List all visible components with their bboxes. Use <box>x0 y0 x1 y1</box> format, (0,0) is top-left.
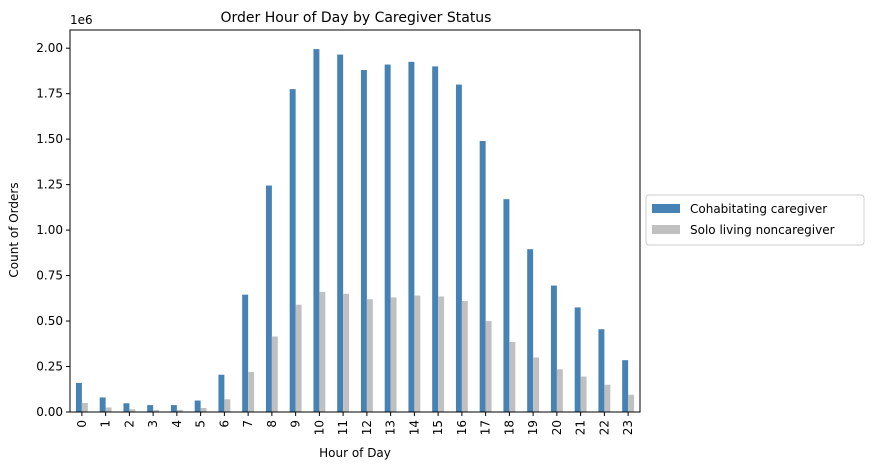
bar-cohabitating-15 <box>432 66 439 412</box>
x-axis: 0 1 2 3 4 5 6 7 8 9 10 11 12 13 14 15 16 17 18 19 20 21 22 23 <box>75 412 635 435</box>
x-tick-label: 23 <box>621 420 635 435</box>
x-axis-label: Hour of Day <box>319 446 391 460</box>
bar-cohabitating-21 <box>574 307 581 412</box>
y-tick-label: 1.25 <box>36 178 63 192</box>
x-tick-label: 7 <box>241 420 255 428</box>
legend: Cohabitating caregiver Solo living noncar… <box>645 194 865 246</box>
bar-solo-6 <box>224 399 231 412</box>
y-tick-label: 0.75 <box>36 269 63 283</box>
plot-frame <box>69 29 641 413</box>
bar-solo-12 <box>366 299 373 412</box>
x-tick-label: 4 <box>170 420 184 428</box>
bar-cohabitating-14 <box>408 61 415 412</box>
x-tick-label: 13 <box>384 420 398 435</box>
bar-cohabitating-2 <box>123 403 130 412</box>
bar-solo-19 <box>533 357 540 412</box>
bar-cohabitating-5 <box>194 400 201 412</box>
x-tick-label: 12 <box>360 420 374 435</box>
bar-cohabitating-4 <box>170 405 177 412</box>
x-tick-label: 6 <box>217 420 231 428</box>
bar-cohabitating-19 <box>527 249 534 412</box>
y-axis-label: Count of Orders <box>7 182 21 277</box>
x-tick-label: 2 <box>122 420 136 428</box>
bars-group <box>75 49 635 413</box>
bar-solo-8 <box>271 336 278 412</box>
y-tick-label: 0.50 <box>36 314 63 328</box>
legend-box <box>645 194 865 246</box>
x-tick-label: 1 <box>99 420 113 428</box>
y-tick-label: 0.25 <box>36 360 63 374</box>
y-offset-text: 1e6 <box>70 13 93 27</box>
x-tick-label: 21 <box>574 420 588 435</box>
bar-cohabitating-7 <box>242 294 249 412</box>
bar-solo-5 <box>200 408 207 412</box>
bar-solo-16 <box>461 301 468 412</box>
bar-solo-11 <box>343 293 350 412</box>
x-tick-label: 18 <box>502 420 516 435</box>
x-tick-label: 14 <box>407 420 421 435</box>
chart-title: Order Hour of Day by Caregiver Status <box>221 10 492 26</box>
bar-solo-0 <box>81 402 88 412</box>
bar-cohabitating-0 <box>75 382 82 412</box>
y-tick-label: 0.00 <box>36 405 63 419</box>
x-tick-label: 10 <box>312 420 326 435</box>
x-tick-label: 16 <box>455 420 469 435</box>
bar-solo-17 <box>485 321 492 412</box>
bar-solo-20 <box>556 369 563 412</box>
bar-cohabitating-6 <box>218 374 225 412</box>
x-tick-label: 22 <box>597 420 611 435</box>
x-tick-label: 19 <box>526 420 540 435</box>
bar-solo-23 <box>628 394 635 412</box>
bar-solo-7 <box>248 371 255 412</box>
x-tick-label: 11 <box>336 420 350 435</box>
bar-cohabitating-18 <box>503 199 510 412</box>
bar-cohabitating-16 <box>455 84 462 412</box>
x-tick-label: 0 <box>75 420 89 428</box>
x-tick-label: 9 <box>289 420 303 428</box>
bar-cohabitating-8 <box>265 185 272 412</box>
legend-swatch <box>652 204 680 213</box>
x-tick-label: 15 <box>431 420 445 435</box>
bar-cohabitating-22 <box>598 329 605 412</box>
bar-solo-14 <box>414 295 421 412</box>
bar-cohabitating-10 <box>313 49 320 412</box>
bar-solo-18 <box>509 341 516 412</box>
bar-solo-1 <box>105 407 112 412</box>
legend-label: Cohabitating caregiver <box>690 202 827 216</box>
bar-cohabitating-23 <box>622 360 629 412</box>
x-tick-label: 5 <box>194 420 208 428</box>
y-tick-label: 2.00 <box>36 41 63 55</box>
bar-solo-15 <box>438 296 445 412</box>
x-tick-label: 8 <box>265 420 279 428</box>
bar-solo-13 <box>390 297 397 412</box>
bar-solo-4 <box>176 409 183 412</box>
y-axis: 0.00 0.25 0.50 0.75 1.00 1.25 1.50 1.75 2.00 <box>36 41 70 419</box>
bar-cohabitating-9 <box>289 89 296 413</box>
bar-solo-10 <box>319 291 326 412</box>
legend-label: Solo living noncaregiver <box>690 223 835 237</box>
bar-cohabitating-1 <box>99 397 106 412</box>
bar-cohabitating-13 <box>384 64 391 412</box>
y-tick-label: 1.75 <box>36 87 63 101</box>
bar-solo-2 <box>129 409 136 412</box>
x-tick-label: 17 <box>479 420 493 435</box>
bar-solo-3 <box>153 409 160 412</box>
bar-solo-22 <box>604 384 611 412</box>
bar-cohabitating-12 <box>360 70 367 413</box>
bar-solo-21 <box>580 376 587 412</box>
y-tick-label: 1.50 <box>36 132 63 146</box>
bar-cohabitating-11 <box>337 54 344 413</box>
y-tick-label: 1.00 <box>36 223 63 237</box>
bar-cohabitating-3 <box>147 405 154 412</box>
x-tick-label: 3 <box>146 420 160 428</box>
bar-cohabitating-17 <box>479 140 486 412</box>
bar-cohabitating-20 <box>550 285 557 412</box>
x-tick-label: 20 <box>550 420 564 435</box>
legend-swatch <box>652 225 680 234</box>
bar-solo-9 <box>295 304 302 412</box>
